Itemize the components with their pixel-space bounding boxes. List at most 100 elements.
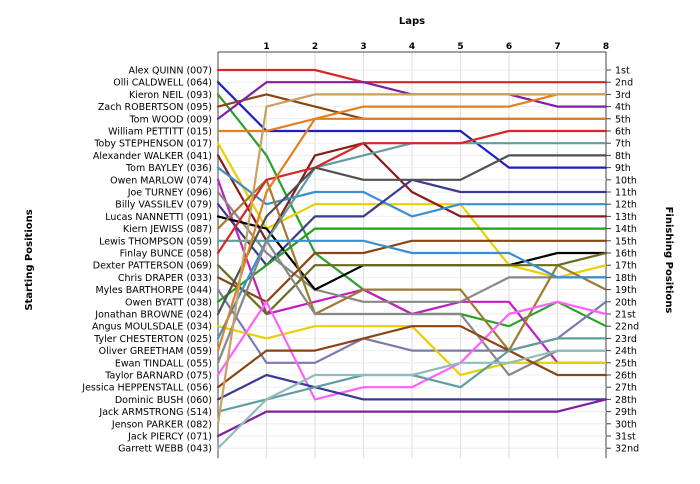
finishing-position-label: 22nd — [615, 322, 639, 333]
finishing-position-label: 12th — [615, 200, 637, 211]
driver-name-label: Tom BAYLEY (036) — [125, 163, 212, 174]
finishing-position-label: 30th — [615, 419, 637, 430]
series-line — [216, 142, 608, 242]
series-line — [216, 142, 608, 279]
finishing-position-label: 19th — [615, 285, 637, 296]
chart-title: Laps — [399, 16, 425, 27]
finishing-position-label: 20th — [615, 297, 637, 308]
finishing-position-label: 4th — [615, 102, 631, 113]
series-line — [216, 227, 608, 303]
series-line — [216, 239, 608, 340]
series-line — [216, 93, 608, 425]
driver-name-label: Dexter PATTERSON (069) — [93, 261, 212, 272]
driver-name-label: Billy VASSILEV (079) — [115, 200, 212, 211]
driver-name-label: Lucas NANNETTI (091) — [105, 212, 212, 223]
finishing-position-label: 23rd — [615, 334, 637, 345]
finishing-positions-axis-label: Finishing Positions — [663, 207, 674, 314]
series-line — [216, 325, 608, 389]
driver-name-label: Taylor BARNARD (075) — [104, 371, 212, 382]
driver-name-label: Myles BARTHORPE (044) — [95, 285, 212, 296]
finishing-position-label: 14th — [615, 224, 637, 235]
driver-name-label: Jessica HEPPENSTALL (056) — [81, 383, 212, 394]
driver-name-label: Owen MARLOW (074) — [110, 175, 212, 186]
driver-name-label: Jack ARMSTRONG (S14) — [98, 407, 212, 418]
series-line — [216, 117, 608, 352]
finishing-position-label: 9th — [615, 163, 631, 174]
lap-tick-label: 2 — [312, 42, 318, 52]
driver-name-label: Joe TURNEY (096) — [127, 188, 212, 199]
lap-tick-label: 3 — [360, 42, 366, 52]
driver-name-label: Tyler CHESTERTON (025) — [93, 334, 212, 345]
finishing-position-label: 31st — [615, 432, 636, 443]
series-line — [216, 81, 608, 169]
finishing-position-label: 17th — [615, 261, 637, 272]
finishing-position-label: 25th — [615, 358, 637, 369]
driver-name-label: Jenson PARKER (082) — [111, 419, 212, 430]
driver-name-label: William PETTITT (015) — [108, 127, 212, 138]
series-line — [216, 300, 608, 401]
driver-name-label: Oliver GREETHAM (059) — [99, 346, 212, 357]
driver-name-label: Angus MOULSDALE (034) — [92, 322, 212, 333]
series-line — [216, 373, 608, 401]
driver-name-label: Lewis THOMPSON (059) — [99, 236, 212, 247]
driver-name-label: Kieron NEIL (093) — [129, 90, 212, 101]
series-line — [216, 251, 608, 316]
finishing-position-label: 10th — [615, 175, 637, 186]
finishing-position-label: 11th — [615, 188, 637, 199]
finishing-position-label: 28th — [615, 395, 637, 406]
driver-name-label: Zach ROBERTSON (095) — [98, 102, 212, 113]
lap-tick-label: 7 — [554, 42, 560, 52]
finishing-position-labels: 1st2nd3rd4th5th6th7th8th9th10th11th12th1… — [606, 66, 639, 455]
starting-position-labels: Alex QUINN (007)Olli CALDWELL (064)Kiero… — [81, 66, 212, 455]
finishing-position-label: 16th — [615, 249, 637, 260]
series-line — [216, 239, 608, 303]
finishing-position-label: 13th — [615, 212, 637, 223]
driver-name-label: Jack PIERCY (071) — [127, 432, 212, 443]
finishing-position-label: 3rd — [615, 90, 631, 101]
series-line — [216, 398, 608, 438]
finishing-position-label: 18th — [615, 273, 637, 284]
series-line — [216, 154, 608, 316]
driver-name-label: Toby STEPHENSON (017) — [93, 139, 212, 150]
finishing-position-label: 27th — [615, 383, 637, 394]
starting-positions-axis-label: Starting Positions — [24, 209, 35, 310]
series-lines — [216, 68, 608, 450]
driver-name-label: Finlay BUNCE (058) — [120, 249, 212, 260]
driver-name-label: Jonathan BROWNE (024) — [94, 310, 212, 321]
series-line — [216, 129, 608, 255]
finishing-position-label: 21st — [615, 310, 636, 321]
lap-tick-label: 1 — [263, 42, 269, 52]
finishing-position-label: 6th — [615, 127, 631, 138]
finishing-position-label: 7th — [615, 139, 631, 150]
series-line — [216, 349, 608, 450]
finishing-position-label: 5th — [615, 114, 631, 125]
finishing-position-label: 32nd — [615, 444, 639, 455]
series-line — [216, 93, 608, 133]
driver-name-label: Owen BYATT (038) — [125, 297, 212, 308]
finishing-position-label: 29th — [615, 407, 637, 418]
lap-tick-label: 5 — [457, 42, 463, 52]
driver-name-label: Dominic BUSH (060) — [115, 395, 212, 406]
driver-name-label: Tom WOOD (009) — [128, 114, 212, 125]
lap-tick-label: 6 — [506, 42, 512, 52]
driver-name-label: Ewan TINDALL (055) — [115, 358, 212, 369]
driver-name-label: Chris DRAPER (033) — [118, 273, 212, 284]
series-line — [216, 239, 608, 377]
finishing-position-label: 8th — [615, 151, 631, 162]
finishing-position-label: 15th — [615, 236, 637, 247]
lap-tick-labels: 1 2 3 4 5 6 7 8 — [263, 42, 609, 52]
lap-tick-label: 8 — [603, 42, 609, 52]
driver-name-label: Olli CALDWELL (064) — [113, 78, 212, 89]
finishing-position-label: 1st — [615, 66, 630, 77]
finishing-position-label: 26th — [615, 371, 637, 382]
series-line — [216, 178, 608, 352]
series-line — [216, 68, 608, 84]
driver-name-label: Kiern JEWISS (087) — [123, 224, 212, 235]
finishing-position-label: 24th — [615, 346, 637, 357]
lap-tick-label: 4 — [409, 42, 415, 52]
driver-name-label: Garrett WEBB (043) — [118, 444, 212, 455]
driver-name-label: Alex QUINN (007) — [129, 66, 212, 77]
driver-name-label: Alexander WALKER (041) — [93, 151, 212, 162]
